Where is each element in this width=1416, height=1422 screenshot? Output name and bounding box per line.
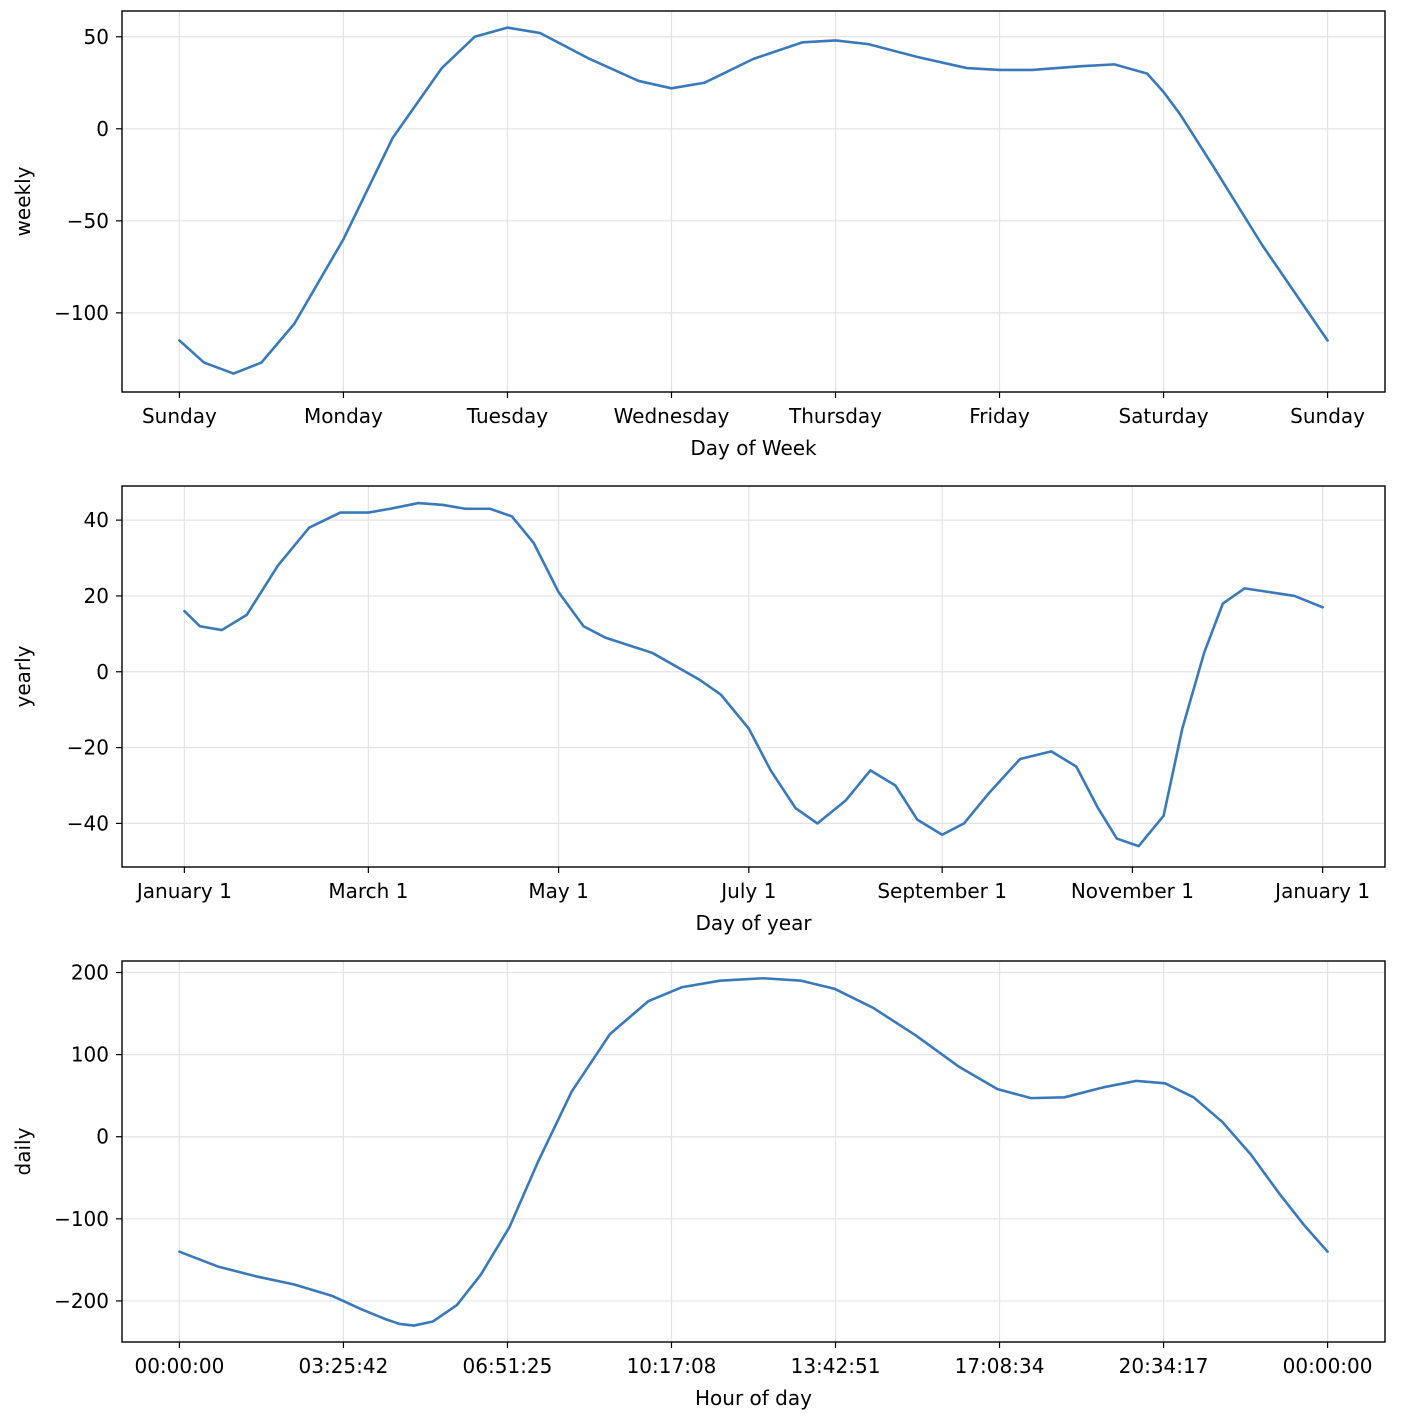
x-tick-label: 00:00:00 — [134, 1354, 224, 1378]
x-tick-label: January 1 — [1273, 879, 1370, 903]
x-tick-label: Sunday — [142, 404, 217, 428]
axes-frame — [121, 960, 1386, 1343]
x-tick-label: 03:25:42 — [299, 1354, 389, 1378]
x-tick-label: 20:34:17 — [1119, 1354, 1209, 1378]
x-tick-label: Monday — [304, 404, 383, 428]
axes-frame — [121, 10, 1386, 393]
grid-lines — [122, 486, 1385, 867]
y-tick-label: −40 — [67, 811, 109, 835]
x-tick-label: 00:00:00 — [1283, 1354, 1373, 1378]
x-axis-label: Day of year — [695, 911, 812, 935]
y-axis-label: daily — [11, 1127, 35, 1175]
y-tick-label: 0 — [96, 117, 109, 141]
x-tick-label: Sunday — [1290, 404, 1365, 428]
y-tick-label: 50 — [84, 25, 109, 49]
chart-panel-yearly: January 1 March 1 May 1 July 1 September 1 No… — [11, 485, 1386, 935]
x-tick-label: 13:42:51 — [791, 1354, 881, 1378]
y-tick-label: −200 — [54, 1289, 109, 1313]
y-tick-label: −20 — [67, 736, 109, 760]
y-axis-label: weekly — [11, 166, 35, 236]
y-tick-label: −100 — [54, 1207, 109, 1231]
x-tick-label: September 1 — [877, 879, 1007, 903]
y-tick-label: −100 — [54, 301, 109, 325]
weekly-series-line — [178, 26, 1329, 375]
y-tick-label: 0 — [96, 1125, 109, 1149]
chart-panel-daily: 00:00:00 03:25:42 06:51:25 10:17:08 13:42:51… — [11, 960, 1386, 1410]
y-tick-label: 200 — [71, 960, 109, 984]
x-tick-label: Saturday — [1118, 404, 1208, 428]
x-tick-label: Friday — [969, 404, 1030, 428]
daily-series-line — [178, 976, 1329, 1327]
x-tick-label: November 1 — [1071, 879, 1194, 903]
x-tick-label: Tuesday — [466, 404, 549, 428]
grid-lines — [122, 961, 1385, 1342]
y-tick-label: −50 — [67, 209, 109, 233]
y-tick-label: 20 — [84, 584, 109, 608]
x-tick-label: Thursday — [788, 404, 882, 428]
chart-panel-weekly: Sunday Monday Tuesday Wednesday Thursday Frid… — [11, 10, 1386, 460]
grid-lines — [122, 11, 1385, 392]
x-tick-label: 17:08:34 — [955, 1354, 1045, 1378]
x-tick-label: May 1 — [528, 879, 588, 903]
x-axis-label: Hour of day — [695, 1386, 812, 1410]
x-tick-label: January 1 — [135, 879, 232, 903]
yearly-series-line — [183, 501, 1324, 848]
y-axis-label: yearly — [11, 645, 35, 707]
x-tick-label: March 1 — [328, 879, 408, 903]
x-tick-label: 06:51:25 — [463, 1354, 553, 1378]
y-tick-label: 100 — [71, 1043, 109, 1067]
x-tick-label: July 1 — [719, 879, 776, 903]
x-tick-label: Wednesday — [614, 404, 730, 428]
y-tick-label: 0 — [96, 660, 109, 684]
x-axis-label: Day of Week — [690, 436, 817, 460]
x-tick-label: 10:17:08 — [627, 1354, 717, 1378]
y-tick-label: 40 — [84, 508, 109, 532]
axes-frame — [121, 485, 1386, 868]
